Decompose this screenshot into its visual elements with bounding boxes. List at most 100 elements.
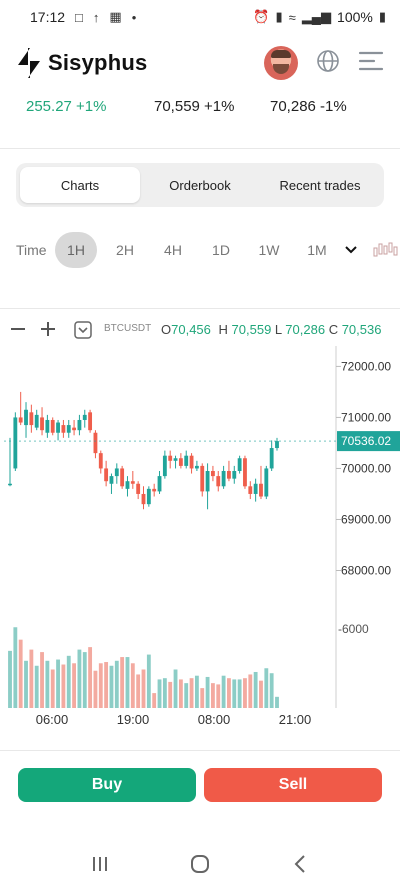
candle-body [152,488,157,492]
volume-bar [216,684,221,708]
candle-body [125,481,130,489]
volume-bar [120,657,125,708]
candle-body [18,417,23,423]
volume-bar [29,649,34,708]
volume-bar [221,675,226,708]
candle-body [98,453,103,469]
candle-body [184,455,189,466]
timeframe-2h[interactable]: 2H [116,242,134,258]
current-price-label: 70536.02 [341,434,391,448]
chart-toolbar: BTCUSDT O70,456 H 70,559 L 70,286 C 70,5… [0,318,400,342]
volume-bar [88,647,93,708]
ohlc-high-key: H [218,322,228,337]
battery-percent: 100% [337,9,373,25]
candle-body [72,427,77,431]
avatar[interactable] [264,46,298,80]
candle-body [232,471,237,479]
home-icon[interactable] [180,844,220,884]
volume-bar [264,668,269,708]
price-tick-label: 71000.00 [341,410,391,424]
ticker-row: 255.27 +1% 70,559 +1% 70,286 -1% [0,92,400,120]
volume-bar [141,669,146,708]
timeframe-1m[interactable]: 1M [307,242,327,258]
dot-icon: • [131,9,137,25]
tab-recent-trades[interactable]: Recent trades [279,177,361,193]
logo-icon[interactable] [16,48,42,78]
timeframe-selector: Time 1H 2H 4H 1D 1W 1M [0,232,400,268]
volume-bar [61,664,66,708]
buy-button[interactable]: Buy [18,768,196,802]
volume-bar [162,678,167,708]
brand-name[interactable]: Sisyphus [48,50,148,75]
volume-bar [13,627,18,708]
time-tick-label: 06:00 [36,712,69,727]
candle-body [146,488,151,505]
candle-body [61,425,66,433]
candle-body [216,476,221,487]
alarm-icon: ⏰ [253,9,270,24]
volume-bar [269,673,274,708]
candlestick-icon[interactable] [372,232,400,268]
volume-bar [125,657,130,708]
volume-bar [168,681,173,708]
volume-bar [275,696,279,708]
timeframe-1d[interactable]: 1D [212,242,230,258]
ohlc-open-key: O [161,322,172,337]
sell-button[interactable]: Sell [204,768,382,802]
candle-body [77,419,82,431]
ticker-low: 70,286 -1% [270,97,347,115]
candle-body [34,414,39,428]
volume-bar [130,663,135,708]
volume-bar [56,659,60,708]
volume-bar [157,679,162,708]
candle-body [104,468,109,482]
collapse-icon[interactable] [74,321,92,342]
volume-tick-label: -6000 [338,622,369,636]
timeframe-4h[interactable]: 4H [164,242,182,258]
volume-bar [45,660,50,708]
recent-apps-icon[interactable] [80,844,120,884]
candle-body [82,414,87,420]
chart-symbol: BTCUSDT [104,323,152,334]
zoom-out-icon[interactable] [10,321,26,340]
volume-bar [34,665,39,708]
current-price-tag [337,431,400,452]
candle-body [66,425,71,433]
divider [0,308,400,309]
volume-bar [194,675,199,708]
candle-body [237,458,242,471]
system-nav-bar [0,838,400,889]
candle-body [130,481,135,484]
volume-bar [253,671,258,708]
time-tick-label: 08:00 [198,712,231,727]
time-tick-label: 21:00 [279,712,312,727]
price-tick-label: 72000.00 [341,359,391,373]
status-time: 17:12 [30,9,66,25]
ticker-change: 255.27 +1% [26,97,107,115]
candle-body [253,483,258,494]
candle-body [248,486,253,494]
volume-bar [243,678,247,708]
volume-bar [259,680,263,708]
menu-icon[interactable] [358,50,384,77]
candle-body [168,455,173,461]
chevron-down-icon[interactable] [342,232,360,268]
tab-charts[interactable]: Charts [20,167,140,203]
volume-bar [173,669,178,708]
globe-icon[interactable] [316,49,340,78]
candle-body [275,441,279,449]
back-icon[interactable] [280,844,320,884]
notification-icon: □ [75,9,83,25]
candle-body [29,412,34,426]
timeframe-1w[interactable]: 1W [258,242,280,258]
candle-body [56,422,60,433]
zoom-in-icon[interactable] [40,321,56,340]
candle-body [136,483,141,494]
candle-body [88,412,93,431]
candle-body [227,471,231,479]
tab-orderbook[interactable]: Orderbook [169,177,231,193]
candle-body [243,458,247,487]
price-chart[interactable]: 72000.00 71000.00 70000.00 69000.00 68000.00… [0,346,400,736]
volume-bar [8,650,12,708]
timeframe-1h[interactable]: 1H [55,232,97,268]
